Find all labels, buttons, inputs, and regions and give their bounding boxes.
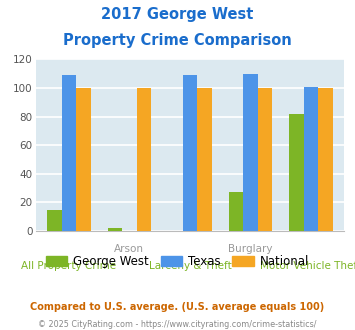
Bar <box>108 228 122 231</box>
Bar <box>76 88 91 231</box>
Text: Arson: Arson <box>114 244 144 254</box>
Bar <box>61 75 76 231</box>
Bar <box>318 88 333 231</box>
Text: © 2025 CityRating.com - https://www.cityrating.com/crime-statistics/: © 2025 CityRating.com - https://www.city… <box>38 320 317 329</box>
Bar <box>243 74 258 231</box>
Bar <box>183 75 197 231</box>
Bar <box>229 192 243 231</box>
Bar <box>258 88 272 231</box>
Text: Burglary: Burglary <box>228 244 273 254</box>
Bar <box>197 88 212 231</box>
Bar <box>289 114 304 231</box>
Bar <box>47 210 61 231</box>
Text: 2017 George West: 2017 George West <box>101 7 254 21</box>
Text: All Property Crime: All Property Crime <box>21 261 116 271</box>
Text: Property Crime Comparison: Property Crime Comparison <box>63 33 292 48</box>
Bar <box>137 88 151 231</box>
Text: Motor Vehicle Theft: Motor Vehicle Theft <box>261 261 355 271</box>
Legend: George West, Texas, National: George West, Texas, National <box>42 250 313 273</box>
Text: Compared to U.S. average. (U.S. average equals 100): Compared to U.S. average. (U.S. average … <box>31 302 324 312</box>
Text: Larceny & Theft: Larceny & Theft <box>148 261 231 271</box>
Bar <box>304 86 318 231</box>
